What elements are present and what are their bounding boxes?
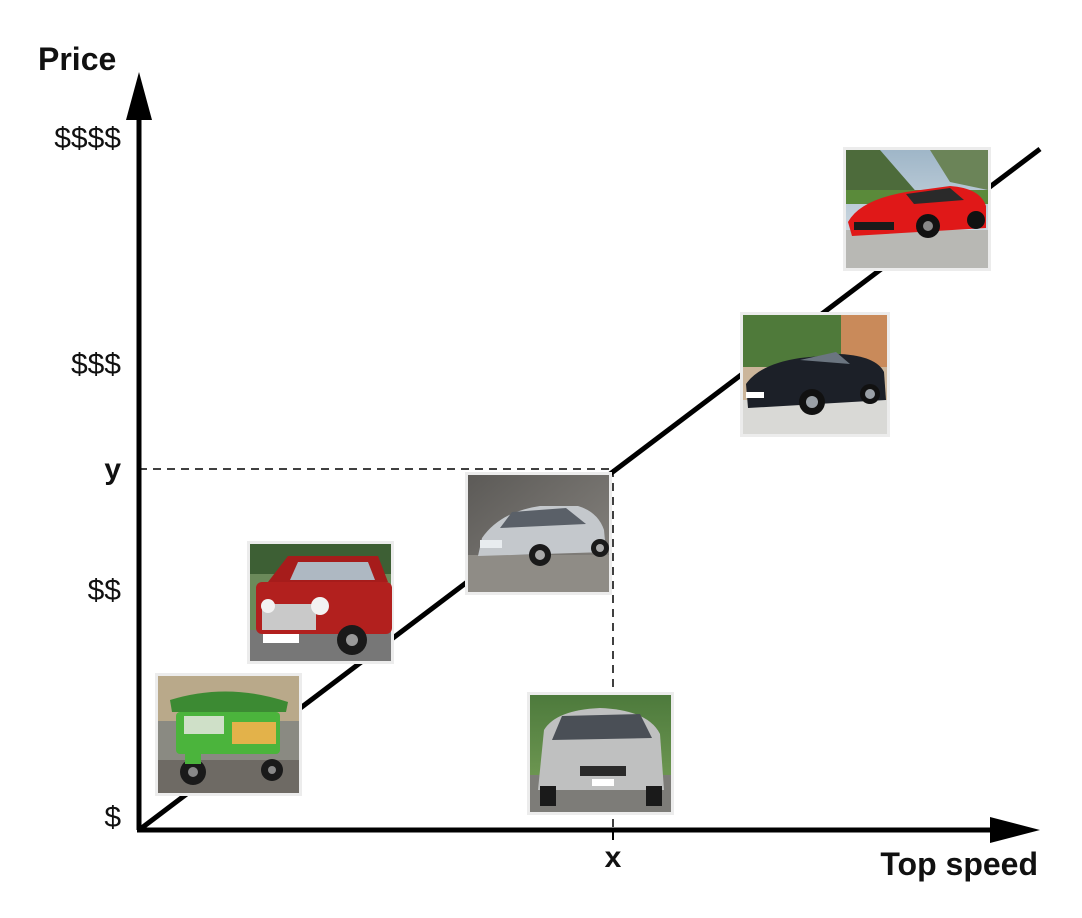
x-axis-title: Top speed: [880, 846, 1038, 882]
x-marker-label: x: [605, 841, 622, 874]
sports-car-red-photo: [843, 147, 991, 271]
y-axis-title: Price: [38, 41, 116, 77]
y-tick-label: $$$: [71, 348, 121, 381]
mini-classic-photo: [247, 541, 394, 664]
y-marker-label: y: [104, 453, 121, 486]
y-tick-label: $$: [88, 574, 122, 607]
convertible-black-photo: [740, 312, 890, 437]
sedan-silver-photo: [465, 472, 612, 595]
y-tick-label: $$$$: [54, 122, 121, 155]
hatchback-silver-photo: [527, 692, 674, 815]
y-axis-arrowhead: [126, 72, 152, 120]
axes: [126, 72, 1040, 843]
x-axis-arrowhead: [990, 817, 1040, 843]
y-tick-label: $: [104, 801, 121, 834]
tuk-tuk-photo: [155, 673, 302, 796]
